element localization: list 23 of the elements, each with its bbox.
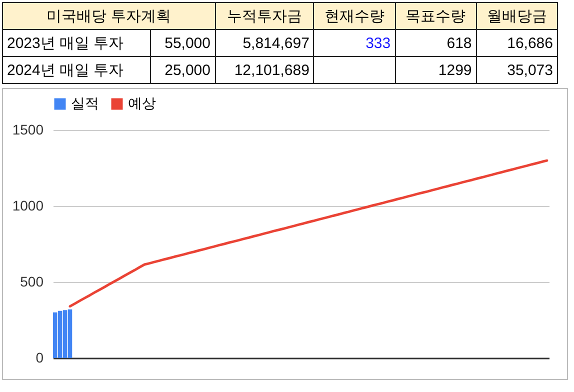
- y-tick-label: 0: [36, 350, 44, 366]
- line-series: [68, 159, 548, 308]
- text: 2023년 매일 투자: [2, 30, 150, 56]
- text: 월배당금: [476, 2, 558, 30]
- text: 1299: [395, 56, 476, 84]
- text: 35,073: [476, 56, 558, 84]
- y-tick-label: 1000: [12, 198, 44, 214]
- text: 618: [395, 30, 476, 56]
- text: 누적투자금: [215, 2, 314, 30]
- text: 2024년 매일 투자: [2, 56, 150, 84]
- text: 55,000: [150, 30, 215, 56]
- legend-label: 실적: [71, 95, 99, 111]
- legend-label: 예상: [128, 95, 156, 111]
- y-tick-label: 1500: [12, 122, 44, 138]
- text: 25,000: [150, 56, 215, 84]
- text: 현재수량: [314, 2, 396, 30]
- text: 5,814,697: [215, 30, 314, 56]
- text: 12,101,689: [215, 56, 314, 84]
- y-tick-label: 500: [20, 274, 44, 290]
- text: 미국배당 투자계획: [2, 2, 215, 30]
- text: 333: [314, 30, 396, 56]
- text: 목표수량: [395, 2, 476, 30]
- text: 16,686: [476, 30, 558, 56]
